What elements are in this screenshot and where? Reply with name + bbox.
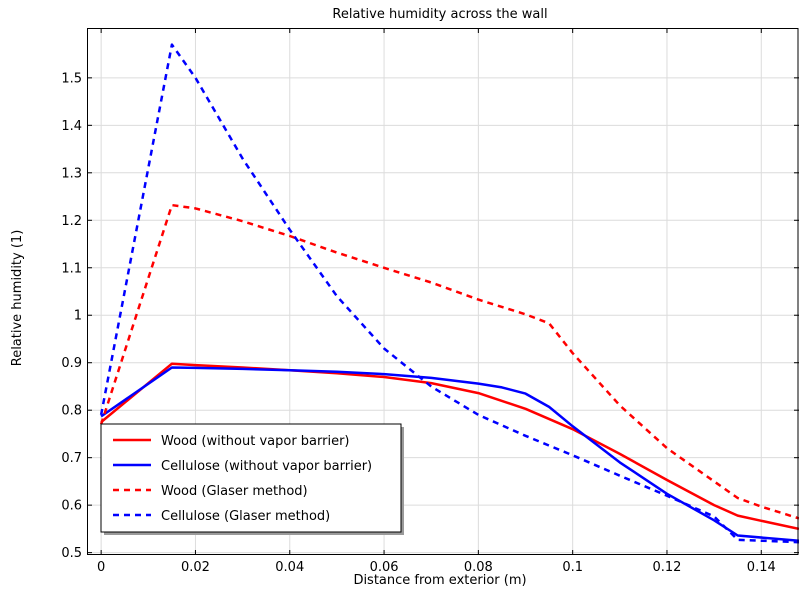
legend: Wood (without vapor barrier) Cellulose (w… bbox=[100, 423, 404, 535]
y-tick-label-7: 1.2 bbox=[61, 214, 82, 229]
y-tick-label-8: 1.3 bbox=[61, 166, 82, 181]
x-tick-label-0: 0 bbox=[97, 560, 105, 575]
x-tick-label-4: 0.08 bbox=[464, 560, 493, 575]
y-tick-label-3: 0.8 bbox=[61, 404, 82, 419]
legend-label-1: Cellulose (without vapor barrier) bbox=[161, 459, 372, 474]
legend-label-2: Wood (Glaser method) bbox=[161, 484, 308, 499]
y-tick-label-2: 0.7 bbox=[61, 451, 82, 466]
y-tick-label-10: 1.5 bbox=[61, 71, 82, 86]
series-line-0 bbox=[100, 362, 799, 531]
plot-frame bbox=[87, 28, 799, 555]
y-tick-label-4: 0.9 bbox=[61, 356, 82, 371]
y-tick-label-0: 0.5 bbox=[61, 546, 82, 561]
x-tick-label-6: 0.12 bbox=[652, 560, 681, 575]
x-axis-title: Distance from exterior (m) bbox=[353, 573, 526, 588]
x-axis-ticks: 0 0.02 0.04 0.06 0.08 0.1 0.12 0.14 bbox=[97, 28, 776, 575]
legend-label-3: Cellulose (Glaser method) bbox=[161, 509, 330, 524]
series-lines bbox=[99, 43, 799, 544]
y-axis-title: Relative humidity (1) bbox=[10, 230, 25, 367]
x-tick-label-1: 0.02 bbox=[181, 560, 210, 575]
x-tick-label-3: 0.06 bbox=[370, 560, 399, 575]
y-tick-label-5: 1 bbox=[74, 309, 82, 324]
series-line-1 bbox=[100, 366, 799, 543]
chart-title: Relative humidity across the wall bbox=[332, 7, 547, 22]
y-tick-label-1: 0.6 bbox=[61, 499, 82, 514]
legend-label-0: Wood (without vapor barrier) bbox=[161, 434, 350, 449]
x-tick-label-5: 0.1 bbox=[562, 560, 583, 575]
y-axis-ticks: 0.5 0.6 0.7 0.8 0.9 1 1.1 1.2 1.3 1.4 1.5 bbox=[61, 71, 799, 561]
x-tick-label-2: 0.04 bbox=[275, 560, 304, 575]
series-line-2 bbox=[99, 203, 799, 520]
y-tick-label-9: 1.4 bbox=[61, 119, 82, 134]
series-line-3 bbox=[99, 43, 799, 544]
y-tick-label-6: 1.1 bbox=[61, 261, 82, 276]
x-tick-label-7: 0.14 bbox=[747, 560, 776, 575]
